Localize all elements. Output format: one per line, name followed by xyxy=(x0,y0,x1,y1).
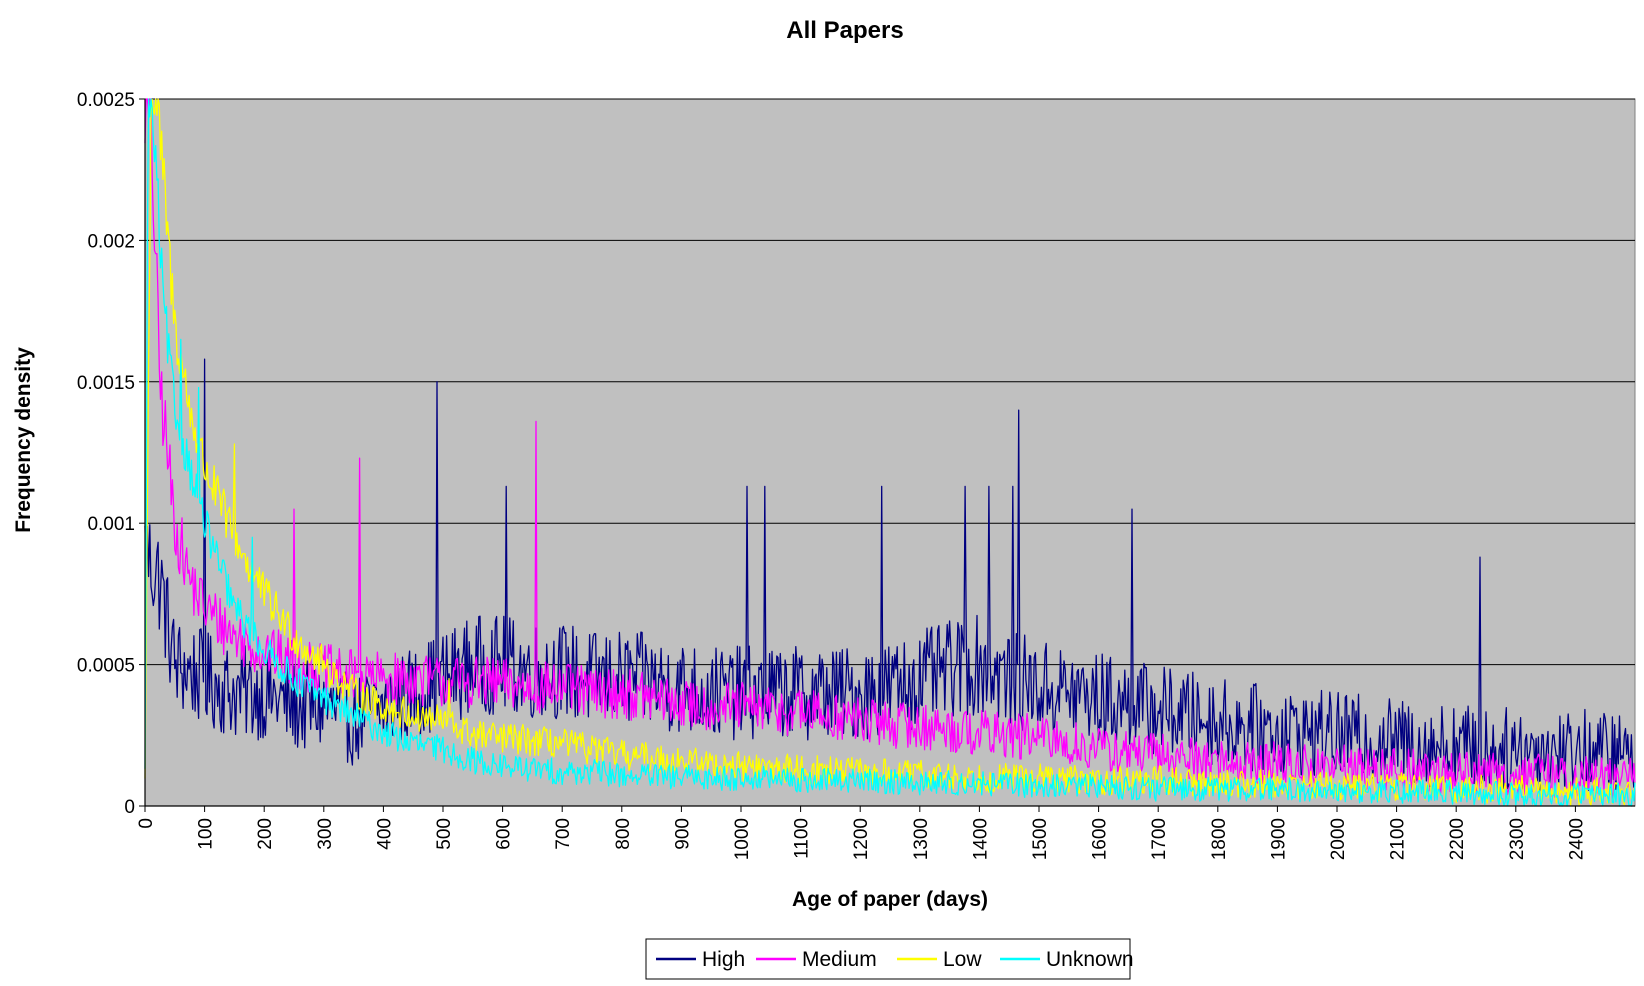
x-tick-label-22: 2200 xyxy=(1447,818,1468,860)
x-tick-label-12: 1200 xyxy=(851,818,872,860)
y-axis-title: Frequency density xyxy=(12,347,35,533)
x-axis-ticks: 0 100 200 300 400 500 600 700 800 900 1000 1100 1200… xyxy=(136,806,1587,860)
x-tick-label-9: 900 xyxy=(672,818,693,850)
x-tick-label-6: 600 xyxy=(494,818,515,850)
y-tick-label-2: 0.001 xyxy=(87,514,135,535)
x-tick-label-17: 1700 xyxy=(1149,818,1170,860)
x-tick-label-21: 2100 xyxy=(1388,818,1409,860)
legend-label-medium: Medium xyxy=(802,948,877,971)
x-tick-label-20: 2000 xyxy=(1328,818,1349,860)
legend-box xyxy=(645,938,1131,980)
x-tick-label-16: 1600 xyxy=(1090,818,1111,860)
x-tick-label-14: 1400 xyxy=(970,818,991,860)
x-tick-label-8: 800 xyxy=(613,818,634,850)
x-tick-label-10: 1000 xyxy=(732,818,753,860)
x-tick-label-2: 200 xyxy=(255,818,276,850)
legend-label-high: High xyxy=(702,948,745,971)
y-tick-label-4: 0.002 xyxy=(87,231,135,252)
x-tick-label-23: 2300 xyxy=(1507,818,1528,860)
series-line-unknown xyxy=(144,98,1636,807)
x-tick-label-1: 100 xyxy=(196,818,217,850)
legend: High Medium Low Unknown xyxy=(645,938,1134,980)
chart-title: All Papers xyxy=(786,17,903,44)
x-tick-label-0: 0 xyxy=(136,818,157,829)
series-layer xyxy=(144,98,1636,807)
x-tick-label-13: 1300 xyxy=(911,818,932,860)
x-tick-label-24: 2400 xyxy=(1566,818,1587,860)
y-axis-ticks: 0 0.0005 0.001 0.0015 0.002 0.0025 xyxy=(77,90,145,818)
x-tick-label-5: 500 xyxy=(434,818,455,850)
y-tick-label-1: 0.0005 xyxy=(77,656,135,677)
x-tick-label-15: 1500 xyxy=(1030,818,1051,860)
y-tick-label-0: 0 xyxy=(124,797,135,818)
y-tick-label-5: 0.0025 xyxy=(77,90,135,111)
x-axis-title: Age of paper (days) xyxy=(792,888,988,911)
gridlines xyxy=(145,98,1635,666)
x-tick-label-7: 700 xyxy=(553,818,574,850)
legend-label-unknown: Unknown xyxy=(1046,948,1134,971)
x-tick-label-4: 400 xyxy=(374,818,395,850)
x-tick-label-19: 1900 xyxy=(1268,818,1289,860)
x-tick-label-3: 300 xyxy=(315,818,336,850)
legend-label-low: Low xyxy=(943,948,982,971)
x-tick-label-18: 1800 xyxy=(1209,818,1230,860)
y-tick-label-3: 0.0015 xyxy=(77,373,135,394)
x-tick-label-11: 1100 xyxy=(792,818,813,859)
series-line-medium xyxy=(144,98,1636,800)
